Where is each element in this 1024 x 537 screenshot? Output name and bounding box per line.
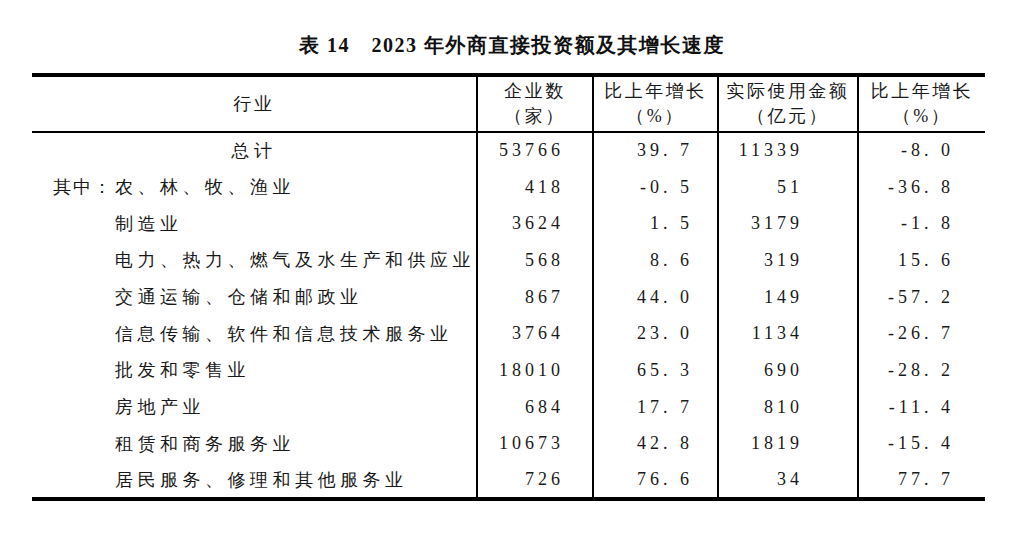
enterprises-growth-cell: 65. 3 bbox=[593, 352, 718, 389]
industry-cell: 其中：农、林、牧、渔业 bbox=[32, 169, 477, 206]
industry-cell: 居民服务、修理和其他服务业 bbox=[32, 462, 477, 499]
enterprises-growth-cell: 17. 7 bbox=[593, 389, 718, 426]
amount-growth-cell: 15. 6 bbox=[858, 242, 985, 279]
column-header-industry: 行业 bbox=[32, 75, 477, 132]
amount-growth-cell: -8. 0 bbox=[858, 132, 985, 169]
header-row: 行业 企业数 （家） 比上年增长 （%） 实际使用金额 （亿元） 比上年增长 （… bbox=[32, 75, 985, 132]
table-row: 电力、热力、燃气及水生产和供应业 568 8. 6 319 15. 6 bbox=[32, 242, 985, 279]
enterprises-cell: 568 bbox=[477, 242, 593, 279]
industry-cell: 批发和零售业 bbox=[32, 352, 477, 389]
table-row: 制造业 3624 1. 5 3179 -1. 8 bbox=[32, 205, 985, 242]
header-unit: （亿元） bbox=[719, 104, 857, 129]
enterprises-growth-cell: 23. 0 bbox=[593, 315, 718, 352]
industry-label: 电力、热力、燃气及水生产和供应业 bbox=[115, 250, 475, 270]
enterprises-cell: 10673 bbox=[477, 426, 593, 463]
amount-growth-cell: -28. 2 bbox=[858, 352, 985, 389]
table-row: 批发和零售业 18010 65. 3 690 -28. 2 bbox=[32, 352, 985, 389]
table-row: 总计 53766 39. 7 11339 -8. 0 bbox=[32, 132, 985, 169]
enterprises-growth-cell: 44. 0 bbox=[593, 279, 718, 316]
amount-growth-cell: -36. 8 bbox=[858, 169, 985, 206]
header-line: 企业数 bbox=[478, 79, 592, 104]
table-body: 总计 53766 39. 7 11339 -8. 0 其中：农、林、牧、渔业 4… bbox=[32, 132, 985, 499]
amount-cell: 319 bbox=[718, 242, 858, 279]
column-header-amount-growth: 比上年增长 （%） bbox=[858, 75, 985, 132]
table-title: 表 14 2023 年外商直接投资额及其增长速度 bbox=[0, 32, 1024, 59]
enterprises-cell: 53766 bbox=[477, 132, 593, 169]
enterprises-growth-cell: -0. 5 bbox=[593, 169, 718, 206]
header-unit: （%） bbox=[594, 104, 717, 129]
amount-cell: 690 bbox=[718, 352, 858, 389]
industry-cell: 房地产业 bbox=[32, 389, 477, 426]
industry-label: 居民服务、修理和其他服务业 bbox=[115, 470, 408, 490]
amount-cell: 51 bbox=[718, 169, 858, 206]
industry-cell: 信息传输、软件和信息技术服务业 bbox=[32, 315, 477, 352]
enterprises-cell: 3764 bbox=[477, 315, 593, 352]
header-line: 比上年增长 bbox=[594, 79, 717, 104]
amount-cell: 1134 bbox=[718, 315, 858, 352]
column-header-enterprises-growth: 比上年增长 （%） bbox=[593, 75, 718, 132]
table-row: 居民服务、修理和其他服务业 726 76. 6 34 77. 7 bbox=[32, 462, 985, 499]
industry-label: 农、林、牧、渔业 bbox=[115, 177, 295, 197]
enterprises-cell: 684 bbox=[477, 389, 593, 426]
industry-label: 房地产业 bbox=[115, 397, 205, 417]
column-header-enterprises: 企业数 （家） bbox=[477, 75, 593, 132]
amount-cell: 810 bbox=[718, 389, 858, 426]
amount-growth-cell: -57. 2 bbox=[858, 279, 985, 316]
amount-cell: 149 bbox=[718, 279, 858, 316]
amount-cell: 3179 bbox=[718, 205, 858, 242]
enterprises-cell: 418 bbox=[477, 169, 593, 206]
enterprises-cell: 726 bbox=[477, 462, 593, 499]
table-header: 行业 企业数 （家） 比上年增长 （%） 实际使用金额 （亿元） 比上年增长 （… bbox=[32, 75, 985, 132]
enterprises-cell: 867 bbox=[477, 279, 593, 316]
enterprises-growth-cell: 39. 7 bbox=[593, 132, 718, 169]
enterprises-growth-cell: 1. 5 bbox=[593, 205, 718, 242]
column-header-amount: 实际使用金额 （亿元） bbox=[718, 75, 858, 132]
header-line: 实际使用金额 bbox=[719, 79, 857, 104]
industry-cell: 租赁和商务服务业 bbox=[32, 426, 477, 463]
row-prefix: 其中： bbox=[53, 175, 115, 199]
amount-cell: 34 bbox=[718, 462, 858, 499]
header-line: 比上年增长 bbox=[859, 79, 985, 104]
industry-cell: 电力、热力、燃气及水生产和供应业 bbox=[32, 242, 477, 279]
industry-label: 制造业 bbox=[115, 214, 183, 234]
table-row: 信息传输、软件和信息技术服务业 3764 23. 0 1134 -26. 7 bbox=[32, 315, 985, 352]
table-row: 其中：农、林、牧、渔业 418 -0. 5 51 -36. 8 bbox=[32, 169, 985, 206]
enterprises-cell: 3624 bbox=[477, 205, 593, 242]
amount-growth-cell: -11. 4 bbox=[858, 389, 985, 426]
enterprises-growth-cell: 8. 6 bbox=[593, 242, 718, 279]
amount-cell: 11339 bbox=[718, 132, 858, 169]
amount-growth-cell: 77. 7 bbox=[858, 462, 985, 499]
industry-cell: 交通运输、仓储和邮政业 bbox=[32, 279, 477, 316]
table-row: 交通运输、仓储和邮政业 867 44. 0 149 -57. 2 bbox=[32, 279, 985, 316]
header-line: 行业 bbox=[32, 92, 476, 117]
industry-cell: 总计 bbox=[32, 132, 477, 169]
table-row: 租赁和商务服务业 10673 42. 8 1819 -15. 4 bbox=[32, 426, 985, 463]
enterprises-growth-cell: 42. 8 bbox=[593, 426, 718, 463]
table-row: 房地产业 684 17. 7 810 -11. 4 bbox=[32, 389, 985, 426]
industry-label: 信息传输、软件和信息技术服务业 bbox=[115, 324, 453, 344]
enterprises-cell: 18010 bbox=[477, 352, 593, 389]
enterprises-growth-cell: 76. 6 bbox=[593, 462, 718, 499]
industry-cell: 制造业 bbox=[32, 205, 477, 242]
amount-cell: 1819 bbox=[718, 426, 858, 463]
header-unit: （家） bbox=[478, 104, 592, 129]
amount-growth-cell: -26. 7 bbox=[858, 315, 985, 352]
header-unit: （%） bbox=[859, 104, 985, 129]
industry-label: 租赁和商务服务业 bbox=[115, 434, 295, 454]
fdi-table: 行业 企业数 （家） 比上年增长 （%） 实际使用金额 （亿元） 比上年增长 （… bbox=[32, 73, 985, 501]
amount-growth-cell: -1. 8 bbox=[858, 205, 985, 242]
industry-label: 批发和零售业 bbox=[115, 360, 250, 380]
amount-growth-cell: -15. 4 bbox=[858, 426, 985, 463]
industry-label: 交通运输、仓储和邮政业 bbox=[115, 287, 363, 307]
